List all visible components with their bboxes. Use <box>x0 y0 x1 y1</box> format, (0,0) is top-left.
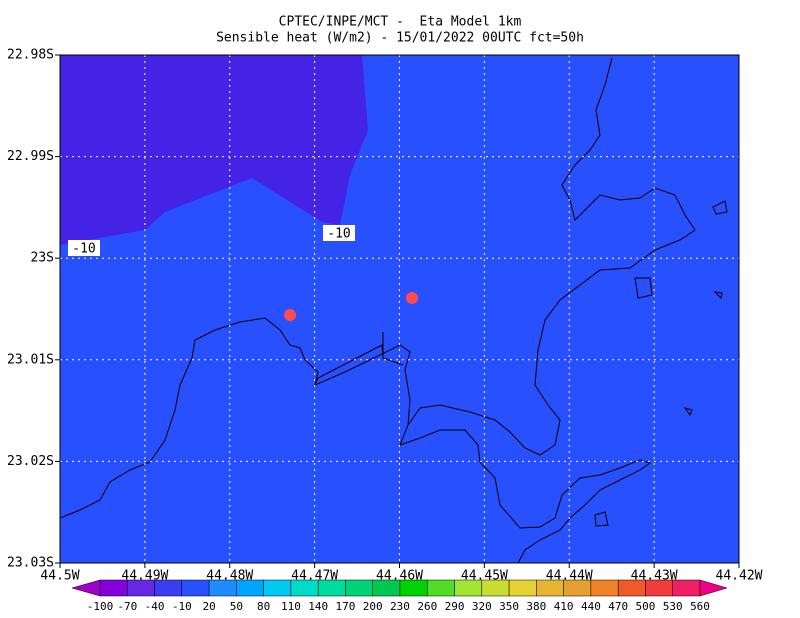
colorbar-label: 470 <box>608 600 628 613</box>
coastline <box>59 57 728 564</box>
colorbar-label: 80 <box>257 600 270 613</box>
contour-label: -10 <box>327 227 350 242</box>
y-tick-label: 22.98S <box>7 48 54 63</box>
colorbar-box <box>427 579 455 597</box>
colorbar-end <box>699 579 728 597</box>
x-tick-label: 44.45W <box>461 569 508 584</box>
colorbar-label: 350 <box>499 600 519 613</box>
y-tick-label: 23.01S <box>7 352 54 367</box>
x-tick-label: 44.5W <box>40 569 79 584</box>
x-tick-label: 44.42W <box>716 569 763 584</box>
colorbar-label: 170 <box>336 600 356 613</box>
colorbar-label: 230 <box>390 600 410 613</box>
colorbar-label: 200 <box>363 600 383 613</box>
colorbar-label: 140 <box>308 600 328 613</box>
colorbar-label: 500 <box>636 600 656 613</box>
x-tick-label: 44.48W <box>206 569 253 584</box>
contour-label-box <box>68 240 100 256</box>
y-tick-label: 22.99S <box>7 149 54 164</box>
colorbar-label: 260 <box>417 600 437 613</box>
colorbar-label: -10 <box>172 600 192 613</box>
x-tick-label: 44.43W <box>631 569 678 584</box>
colorbar-label: 410 <box>554 600 574 613</box>
colorbar: -100 -70 -40 -10 20 50 80 110 140 170 200 230 260 290… <box>71 579 728 613</box>
y-tick-label: 23.02S <box>7 454 54 469</box>
y-tick-label: 23.03S <box>7 556 54 571</box>
colorbar-label: 50 <box>230 600 243 613</box>
colorbar-box <box>345 579 373 597</box>
contour-label-box <box>323 225 355 241</box>
colorbar-label: -40 <box>145 600 165 613</box>
map-area: -10 -10 <box>55 54 740 568</box>
y-tick-label: 23S <box>31 251 54 266</box>
colorbar-label: -70 <box>117 600 137 613</box>
marker <box>284 309 296 321</box>
colorbar-label: 380 <box>526 600 546 613</box>
chart-title: CPTEC/INPE/MCT - Eta Model 1km <box>279 15 522 30</box>
colorbar-box <box>508 579 537 597</box>
colorbar-label: 320 <box>472 600 492 613</box>
colorbar-label: 290 <box>445 600 465 613</box>
x-tick-label: 44.49W <box>121 569 168 584</box>
x-tick-label: 44.46W <box>376 569 423 584</box>
colorbar-label: 20 <box>202 600 215 613</box>
colorbar-box <box>181 579 210 597</box>
colorbar-label: -100 <box>87 600 114 613</box>
x-tick-label: 44.44W <box>546 569 593 584</box>
colorbar-label: 560 <box>690 600 710 613</box>
colorbar-label: 440 <box>581 600 601 613</box>
colorbar-label: 530 <box>663 600 683 613</box>
colorbar-label: 110 <box>281 600 301 613</box>
field-region <box>60 55 368 245</box>
x-tick-label: 44.47W <box>291 569 338 584</box>
contour-label: -10 <box>72 242 95 257</box>
chart-subtitle: Sensible heat (W/m2) - 15/01/2022 00UTC … <box>216 31 584 46</box>
colorbar-box <box>590 579 619 597</box>
colorbar-box <box>263 579 292 597</box>
marker <box>406 292 418 304</box>
